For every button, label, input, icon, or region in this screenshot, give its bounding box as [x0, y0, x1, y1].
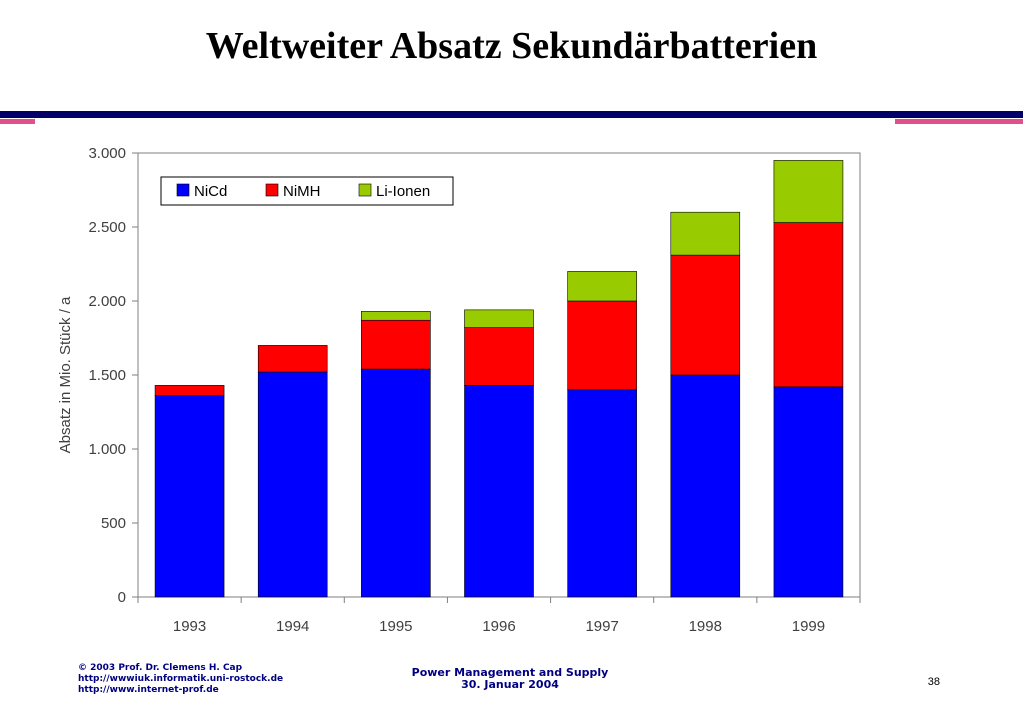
x-tick-label: 1997: [585, 618, 618, 635]
x-tick-label: 1993: [173, 618, 206, 635]
x-tick-label: 1995: [379, 618, 412, 635]
x-tick-label: 1994: [276, 618, 309, 635]
legend-box: [160, 176, 454, 206]
y-tick-label: 2.000: [88, 293, 126, 310]
legend-swatch: [358, 183, 372, 197]
bar-segment-nicd: [567, 389, 637, 598]
bar-segment-li-ionen: [567, 271, 637, 302]
x-tick-label: 1996: [482, 618, 515, 635]
bar-segment-li-ionen: [773, 160, 844, 223]
footer-presentation-info: Power Management and Supply 30. Januar 2…: [360, 667, 660, 691]
footer-date: 30. Januar 2004: [461, 678, 559, 691]
bar-segment-nimh: [464, 327, 534, 386]
bar-segment-nicd: [773, 386, 844, 598]
bar-segment-nicd: [464, 385, 534, 598]
footer-link-iuk[interactable]: http://wwwiuk.informatik.uni-rostock.de: [78, 674, 284, 684]
accent-bar-left: [0, 119, 35, 124]
bar-segment-nimh: [257, 345, 328, 373]
legend-label: NiCd: [194, 183, 227, 200]
legend-label: Li-Ionen: [376, 183, 430, 200]
footer-presentation-title: Power Management and Supply: [411, 666, 609, 679]
title-divider: [0, 111, 1023, 118]
legend-swatch: [176, 183, 190, 197]
y-tick-label: 3.000: [88, 145, 126, 162]
footer-link-internet-prof[interactable]: http://www.internet-prof.de: [78, 685, 219, 695]
bar-segment-nimh: [670, 254, 741, 376]
y-tick-label: 1.500: [88, 367, 126, 384]
bar-segment-nimh: [773, 222, 844, 388]
bar-segment-nicd: [361, 368, 431, 598]
y-tick-label: 0: [118, 589, 126, 606]
bar-segment-nimh: [361, 319, 431, 370]
bar-segment-nicd: [670, 374, 741, 598]
bar-segment-li-ionen: [361, 311, 431, 321]
y-tick-label: 2.500: [88, 219, 126, 236]
y-tick-label: 1.000: [88, 441, 126, 458]
y-axis-title: Absatz in Mio. Stück / a: [57, 296, 74, 453]
footer-author: © 2003 Prof. Dr. Clemens H. Cap: [78, 663, 243, 673]
slide-title: Weltweiter Absatz Sekundärbatterien: [205, 25, 818, 67]
bar-segment-nimh: [154, 385, 225, 397]
bar-segment-nimh: [567, 300, 637, 391]
accent-bar-right: [895, 119, 1023, 124]
y-tick-label: 500: [101, 515, 126, 532]
x-tick-label: 1998: [689, 618, 722, 635]
bar-segment-li-ionen: [670, 211, 741, 256]
bar-segment-nicd: [154, 395, 225, 598]
bar-segment-nicd: [257, 371, 328, 598]
legend-label: NiMH: [283, 183, 321, 200]
legend-swatch: [265, 183, 279, 197]
bar-segment-li-ionen: [464, 309, 534, 328]
footer-copyright: © 2003 Prof. Dr. Clemens H. Cap http://w…: [78, 663, 283, 696]
x-tick-label: 1999: [792, 618, 825, 635]
page-number: 38: [927, 676, 940, 688]
